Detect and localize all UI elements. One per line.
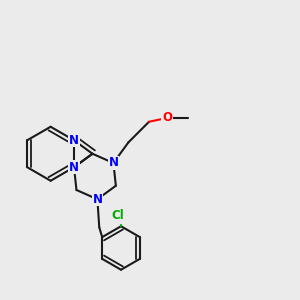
Text: O: O [162, 112, 172, 124]
Text: N: N [108, 157, 118, 169]
Text: N: N [92, 193, 102, 206]
Text: N: N [69, 161, 79, 174]
Text: N: N [69, 134, 79, 147]
Text: Cl: Cl [111, 209, 124, 222]
